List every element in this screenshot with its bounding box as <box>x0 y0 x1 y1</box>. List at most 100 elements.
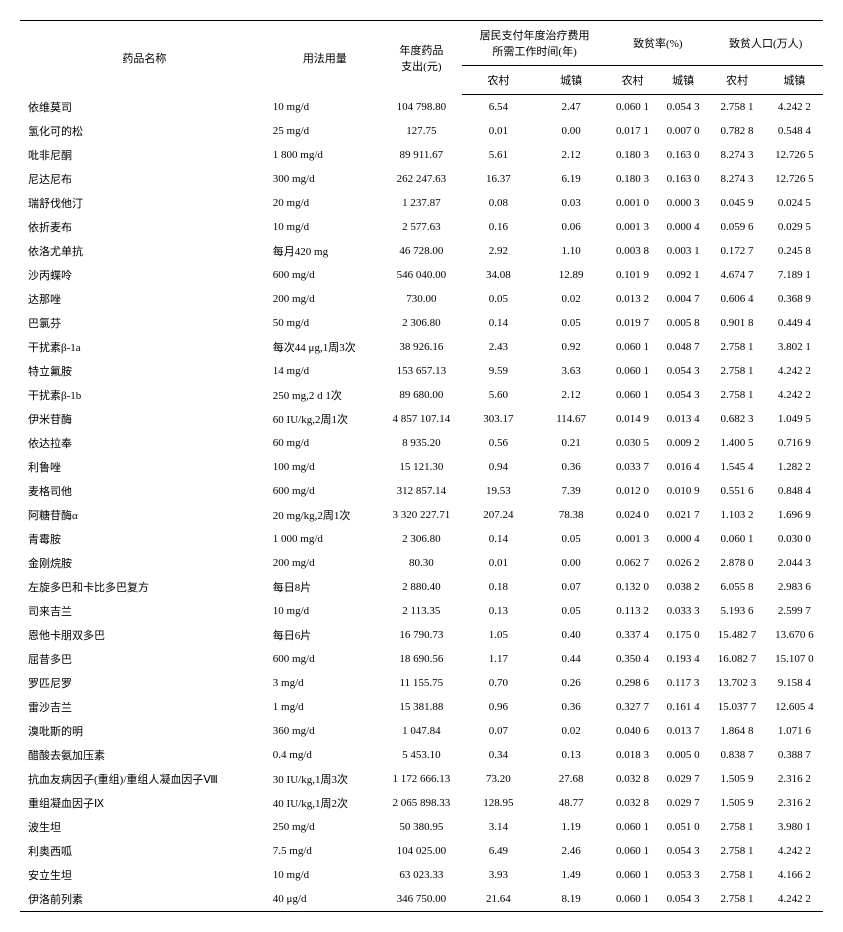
cell-pp-urban: 13.670 6 <box>766 623 823 647</box>
cell-name: 溴吡斯的明 <box>20 719 269 743</box>
cell-name: 伊米苷酶 <box>20 407 269 431</box>
cell-wt-urban: 2.12 <box>535 143 607 167</box>
cell-wt-urban: 0.03 <box>535 191 607 215</box>
cell-dosage: 10 mg/d <box>269 95 381 119</box>
cell-wt-urban: 3.63 <box>535 359 607 383</box>
cell-wt-rural: 0.34 <box>462 743 535 767</box>
cell-pp-urban: 15.107 0 <box>766 647 823 671</box>
cell-dosage: 14 mg/d <box>269 359 381 383</box>
cell-dosage: 600 mg/d <box>269 263 381 287</box>
cell-pr-urban: 0.000 4 <box>658 215 709 239</box>
cell-wt-rural: 303.17 <box>462 407 535 431</box>
cell-pp-rural: 2.758 1 <box>708 383 765 407</box>
cell-wt-rural: 9.59 <box>462 359 535 383</box>
table-row: 司来吉兰10 mg/d2 113.350.130.050.113 20.033 … <box>20 599 823 623</box>
cell-name: 利奥西呱 <box>20 839 269 863</box>
cell-pp-urban: 3.802 1 <box>766 335 823 359</box>
cell-wt-rural: 16.37 <box>462 167 535 191</box>
table-row: 尼达尼布300 mg/d262 247.6316.376.190.180 30.… <box>20 167 823 191</box>
table-row: 阿糖苷酶α20 mg/kg,2周1次3 320 227.71207.2478.3… <box>20 503 823 527</box>
cell-cost: 89 680.00 <box>381 383 462 407</box>
cell-pp-urban: 0.449 4 <box>766 311 823 335</box>
cell-pp-rural: 1.505 9 <box>708 767 765 791</box>
table-row: 干扰素β-1b250 mg,2 d 1次89 680.005.602.120.0… <box>20 383 823 407</box>
cell-pp-urban: 1.282 2 <box>766 455 823 479</box>
cell-dosage: 0.4 mg/d <box>269 743 381 767</box>
cell-pr-rural: 0.013 2 <box>607 287 658 311</box>
cell-name: 利鲁唑 <box>20 455 269 479</box>
cell-pp-rural: 1.505 9 <box>708 791 765 815</box>
cell-pp-rural: 8.274 3 <box>708 143 765 167</box>
cell-pr-urban: 0.029 7 <box>658 767 709 791</box>
cell-cost: 15 381.88 <box>381 695 462 719</box>
cell-wt-rural: 21.64 <box>462 887 535 912</box>
cell-name: 安立生坦 <box>20 863 269 887</box>
cell-pr-rural: 0.032 8 <box>607 767 658 791</box>
cell-pr-rural: 0.060 1 <box>607 887 658 912</box>
cell-cost: 2 065 898.33 <box>381 791 462 815</box>
table-row: 溴吡斯的明360 mg/d1 047.840.070.020.040 60.01… <box>20 719 823 743</box>
table-row: 特立氟胺14 mg/d153 657.139.593.630.060 10.05… <box>20 359 823 383</box>
cell-wt-rural: 0.01 <box>462 551 535 575</box>
cell-dosage: 1 800 mg/d <box>269 143 381 167</box>
cell-wt-rural: 0.14 <box>462 311 535 335</box>
cell-cost: 2 306.80 <box>381 527 462 551</box>
table-row: 波生坦250 mg/d50 380.953.141.190.060 10.051… <box>20 815 823 839</box>
cell-pr-rural: 0.019 7 <box>607 311 658 335</box>
cell-wt-rural: 0.56 <box>462 431 535 455</box>
cell-pp-urban: 0.030 0 <box>766 527 823 551</box>
cell-wt-rural: 0.70 <box>462 671 535 695</box>
cell-pp-urban: 0.368 9 <box>766 287 823 311</box>
cell-name: 依达拉奉 <box>20 431 269 455</box>
col-group-poverty-pop: 致贫人口(万人) <box>708 21 823 66</box>
table-row: 依达拉奉60 mg/d8 935.200.560.210.030 50.009 … <box>20 431 823 455</box>
cell-pr-rural: 0.180 3 <box>607 143 658 167</box>
cell-pp-urban: 4.242 2 <box>766 359 823 383</box>
cell-pr-rural: 0.350 4 <box>607 647 658 671</box>
col-group-worktime: 居民支付年度治疗费用 所需工作时间(年) <box>462 21 607 66</box>
cell-wt-urban: 0.36 <box>535 455 607 479</box>
cell-pr-urban: 0.004 7 <box>658 287 709 311</box>
cell-pr-urban: 0.003 1 <box>658 239 709 263</box>
table-row: 醋酸去氨加压素0.4 mg/d5 453.100.340.130.018 30.… <box>20 743 823 767</box>
cell-wt-urban: 0.05 <box>535 311 607 335</box>
cell-pp-urban: 7.189 1 <box>766 263 823 287</box>
cell-pr-urban: 0.000 3 <box>658 191 709 215</box>
cell-pr-rural: 0.003 8 <box>607 239 658 263</box>
cell-pr-urban: 0.163 0 <box>658 143 709 167</box>
cell-wt-rural: 1.17 <box>462 647 535 671</box>
cell-pp-rural: 0.782 8 <box>708 119 765 143</box>
cell-dosage: 250 mg/d <box>269 815 381 839</box>
cell-dosage: 20 mg/d <box>269 191 381 215</box>
table-row: 依洛尤单抗每月420 mg46 728.002.921.100.003 80.0… <box>20 239 823 263</box>
cell-name: 吡非尼酮 <box>20 143 269 167</box>
cell-dosage: 300 mg/d <box>269 167 381 191</box>
cell-pp-rural: 1.545 4 <box>708 455 765 479</box>
col-pp-rural: 农村 <box>708 66 765 95</box>
cell-pr-rural: 0.060 1 <box>607 383 658 407</box>
cell-wt-rural: 5.60 <box>462 383 535 407</box>
cell-pr-urban: 0.013 4 <box>658 407 709 431</box>
cell-dosage: 7.5 mg/d <box>269 839 381 863</box>
cell-wt-rural: 2.92 <box>462 239 535 263</box>
cell-pp-rural: 13.702 3 <box>708 671 765 695</box>
table-row: 安立生坦10 mg/d63 023.333.931.490.060 10.053… <box>20 863 823 887</box>
cell-pp-urban: 2.044 3 <box>766 551 823 575</box>
cell-pr-urban: 0.163 0 <box>658 167 709 191</box>
col-group-poverty-rate: 致贫率(%) <box>607 21 708 66</box>
cell-pr-rural: 0.060 1 <box>607 863 658 887</box>
cell-pp-urban: 0.029 5 <box>766 215 823 239</box>
cell-pr-rural: 0.327 7 <box>607 695 658 719</box>
cell-wt-urban: 0.92 <box>535 335 607 359</box>
cell-name: 巴氯芬 <box>20 311 269 335</box>
cell-wt-rural: 6.54 <box>462 95 535 119</box>
cell-wt-urban: 114.67 <box>535 407 607 431</box>
cell-name: 特立氟胺 <box>20 359 269 383</box>
cell-wt-urban: 12.89 <box>535 263 607 287</box>
table-row: 青霉胺1 000 mg/d2 306.800.140.050.001 30.00… <box>20 527 823 551</box>
cell-pp-urban: 2.316 2 <box>766 767 823 791</box>
cell-pr-rural: 0.060 1 <box>607 335 658 359</box>
table-row: 伊洛前列素40 μg/d346 750.0021.648.190.060 10.… <box>20 887 823 912</box>
cell-pr-rural: 0.101 9 <box>607 263 658 287</box>
cell-cost: 89 911.67 <box>381 143 462 167</box>
